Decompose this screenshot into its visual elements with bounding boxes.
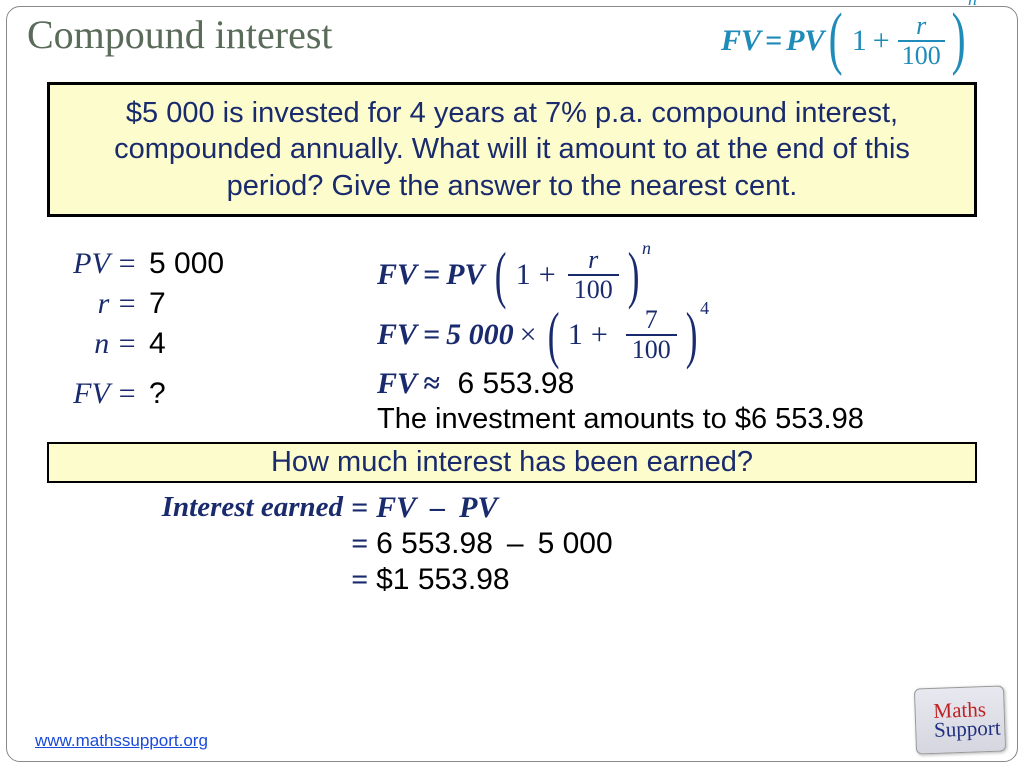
n-value: 4: [149, 327, 166, 361]
footer-link[interactable]: www.mathssupport.org: [35, 731, 208, 751]
ie-eq3: =: [351, 563, 368, 597]
numerator: r: [912, 13, 930, 40]
l2-mid: 5 000: [446, 318, 514, 352]
l1-open: (: [495, 256, 507, 294]
fv-label: FV =: [47, 377, 137, 411]
l2-lhs: FV: [377, 318, 417, 352]
r-label: r =: [47, 287, 137, 321]
question-box-2: How much interest has been earned?: [47, 442, 977, 483]
fraction: r 100: [898, 13, 945, 69]
l3-val: 6 553.98: [458, 367, 575, 401]
ie-minus2: –: [507, 527, 524, 561]
ie-fv: FV: [376, 491, 416, 525]
formula-lhs: FV: [721, 24, 761, 58]
given-n: n = 4: [47, 327, 377, 361]
formula-pv: PV: [786, 24, 824, 58]
open-paren: (: [829, 18, 843, 60]
ie-v2: 5 000: [538, 527, 613, 561]
calc-column: FV = PV ( 1 + r 100 ) n FV = 5 000 × ( 1: [377, 247, 977, 436]
pv-label: PV =: [47, 247, 137, 281]
l1-mid: PV: [446, 258, 484, 292]
equals-sign: =: [765, 24, 782, 58]
l2-den: 100: [626, 334, 677, 363]
l1-num: r: [582, 247, 604, 274]
ie-result: $1 553.98: [376, 563, 509, 597]
l2-plus: +: [591, 318, 608, 352]
denominator: 100: [898, 40, 945, 69]
l3-lhs: FV: [377, 367, 417, 401]
given-r: r = 7: [47, 287, 377, 321]
l1-close: ): [628, 256, 640, 294]
ie-line1: Interest earned = FV – PV: [87, 491, 997, 525]
l1-plus: +: [539, 258, 556, 292]
plus: +: [873, 24, 890, 58]
calc-line3: FV ≈ 6 553.98: [377, 367, 977, 401]
l1-exp: n: [642, 238, 651, 259]
l1-one: 1: [516, 258, 531, 292]
result-statement: The investment amounts to $6 553.98: [377, 403, 977, 436]
ie-v1: 6 553.98: [376, 527, 493, 561]
l2-exp: 4: [700, 298, 709, 319]
given-fv: FV = ?: [47, 377, 377, 411]
ie-line3: = $1 553.98: [87, 563, 997, 597]
r-value: 7: [149, 287, 166, 321]
fv-value: ?: [149, 377, 166, 411]
l1-lhs: FV: [377, 258, 417, 292]
close-paren: ): [951, 18, 965, 60]
ie-minus1: –: [430, 491, 445, 525]
ie-line2: = 6 553.98 – 5 000: [87, 527, 997, 561]
l1-den: 100: [568, 274, 619, 303]
given-column: PV = 5 000 r = 7 n = 4 FV = ?: [47, 247, 377, 436]
l2-one: 1: [568, 318, 583, 352]
given-pv: PV = 5 000: [47, 247, 377, 281]
l3-approx: ≈: [423, 367, 439, 401]
interest-calc: Interest earned = FV – PV = 6 553.98 – 5…: [27, 491, 997, 597]
l1-eq: =: [423, 258, 440, 292]
calc-line1: FV = PV ( 1 + r 100 ) n: [377, 247, 977, 303]
formula-header: FV = PV ( 1 + r 100 ) n: [721, 13, 977, 69]
ie-pv: PV: [459, 491, 497, 525]
l2-close: ): [686, 316, 698, 354]
l2-num: 7: [639, 307, 664, 334]
ie-label: Interest earned: [87, 491, 343, 524]
one: 1: [852, 24, 867, 58]
ie-eq1: =: [351, 491, 368, 525]
slide-frame: Compound interest FV = PV ( 1 + r 100 ) …: [6, 6, 1018, 762]
l2-frac: 7 100: [626, 307, 677, 363]
pv-value: 5 000: [149, 247, 224, 281]
calc-line2: FV = 5 000 × ( 1 + 7 100 ) 4: [377, 307, 977, 363]
logo-badge: Maths Support: [914, 685, 1006, 754]
ie-eq2: =: [351, 527, 368, 561]
logo-line2: Support: [934, 719, 1001, 740]
l2-open: (: [547, 316, 559, 354]
l1-frac: r 100: [568, 247, 619, 303]
n-label: n =: [47, 327, 137, 361]
work-area: PV = 5 000 r = 7 n = 4 FV = ? FV = PV (: [27, 237, 997, 436]
exponent: n: [968, 0, 977, 10]
l2-eq: =: [423, 318, 440, 352]
problem-box: $5 000 is invested for 4 years at 7% p.a…: [47, 82, 977, 217]
l2-times: ×: [520, 318, 537, 352]
